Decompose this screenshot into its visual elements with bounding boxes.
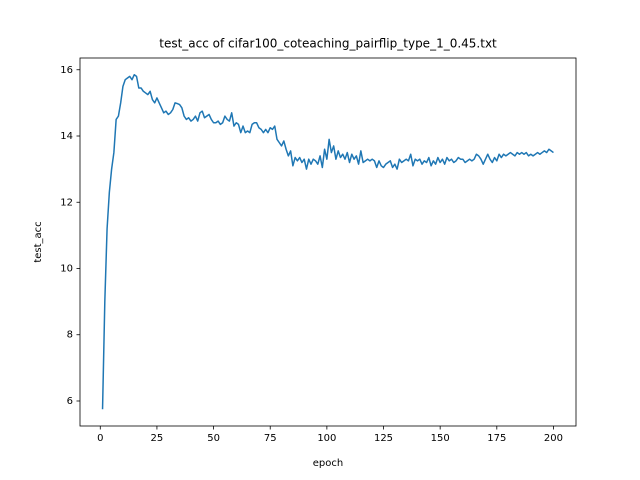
x-tick-label: 150: [431, 433, 450, 444]
line-series: [101, 73, 554, 410]
x-tick-label: 125: [374, 433, 393, 444]
chart-title: test_acc of cifar100_coteaching_pairflip…: [159, 37, 497, 51]
x-tick-label: 0: [97, 433, 103, 444]
x-axis-label: epoch: [313, 458, 343, 469]
y-tick-label: 10: [60, 263, 73, 274]
x-tick-label: 100: [317, 433, 336, 444]
y-tick-label: 12: [60, 197, 73, 208]
y-tick-label: 6: [67, 396, 73, 407]
y-tick-label: 14: [60, 131, 73, 142]
x-tick-label: 175: [487, 433, 506, 444]
x-tick-label: 75: [264, 433, 277, 444]
x-tick-label: 50: [207, 433, 220, 444]
y-axis-label: test_acc: [33, 221, 44, 262]
y-tick-label: 16: [60, 65, 73, 76]
plot-frame: [79, 57, 577, 427]
y-tick-label: 8: [67, 330, 73, 341]
x-tick-label: 200: [544, 433, 563, 444]
x-tick-label: 25: [151, 433, 164, 444]
